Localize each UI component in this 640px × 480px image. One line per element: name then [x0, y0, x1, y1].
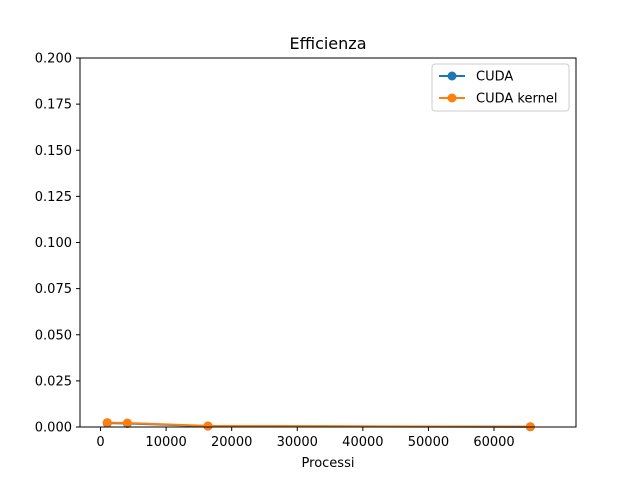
y-tick-label: 0.075 [35, 282, 72, 297]
legend: CUDA CUDA kernel [431, 63, 570, 112]
series-line-1 [107, 421, 531, 428]
x-tick-label: 30000 [277, 435, 318, 450]
y-tick-label: 0.000 [35, 421, 72, 436]
series-1-point [122, 418, 132, 428]
plot-area [102, 418, 535, 432]
x-tick-label: 0 [96, 435, 104, 450]
x-tick-label: 10000 [145, 435, 186, 450]
x-axis-title: Processi [302, 456, 355, 471]
series-1-point [102, 418, 112, 428]
x-tick-label: 50000 [408, 435, 449, 450]
legend-marker [447, 71, 457, 81]
y-tick-label: 0.150 [35, 144, 72, 159]
y-tick-label: 0.175 [35, 98, 72, 113]
y-tick-label: 0.050 [35, 328, 72, 343]
legend-label: CUDA kernel [476, 92, 557, 107]
x-tick-label: 40000 [342, 435, 383, 450]
x-tick-label: 60000 [473, 435, 514, 450]
y-tick-label: 0.025 [35, 374, 72, 389]
series-1-point [203, 421, 213, 431]
y-tick-label: 0.100 [35, 236, 72, 251]
legend-box [431, 63, 570, 112]
x-tick-label: 20000 [211, 435, 252, 450]
legend-marker [447, 93, 457, 103]
axes: 0 10000 20000 30000 40000 50000 60000 0.000 0.02… [35, 52, 577, 450]
chart-title: Efficienza [289, 34, 366, 53]
legend-label: CUDA [476, 70, 513, 85]
y-tick-label: 0.125 [35, 190, 72, 205]
y-tick-label: 0.200 [35, 52, 72, 67]
